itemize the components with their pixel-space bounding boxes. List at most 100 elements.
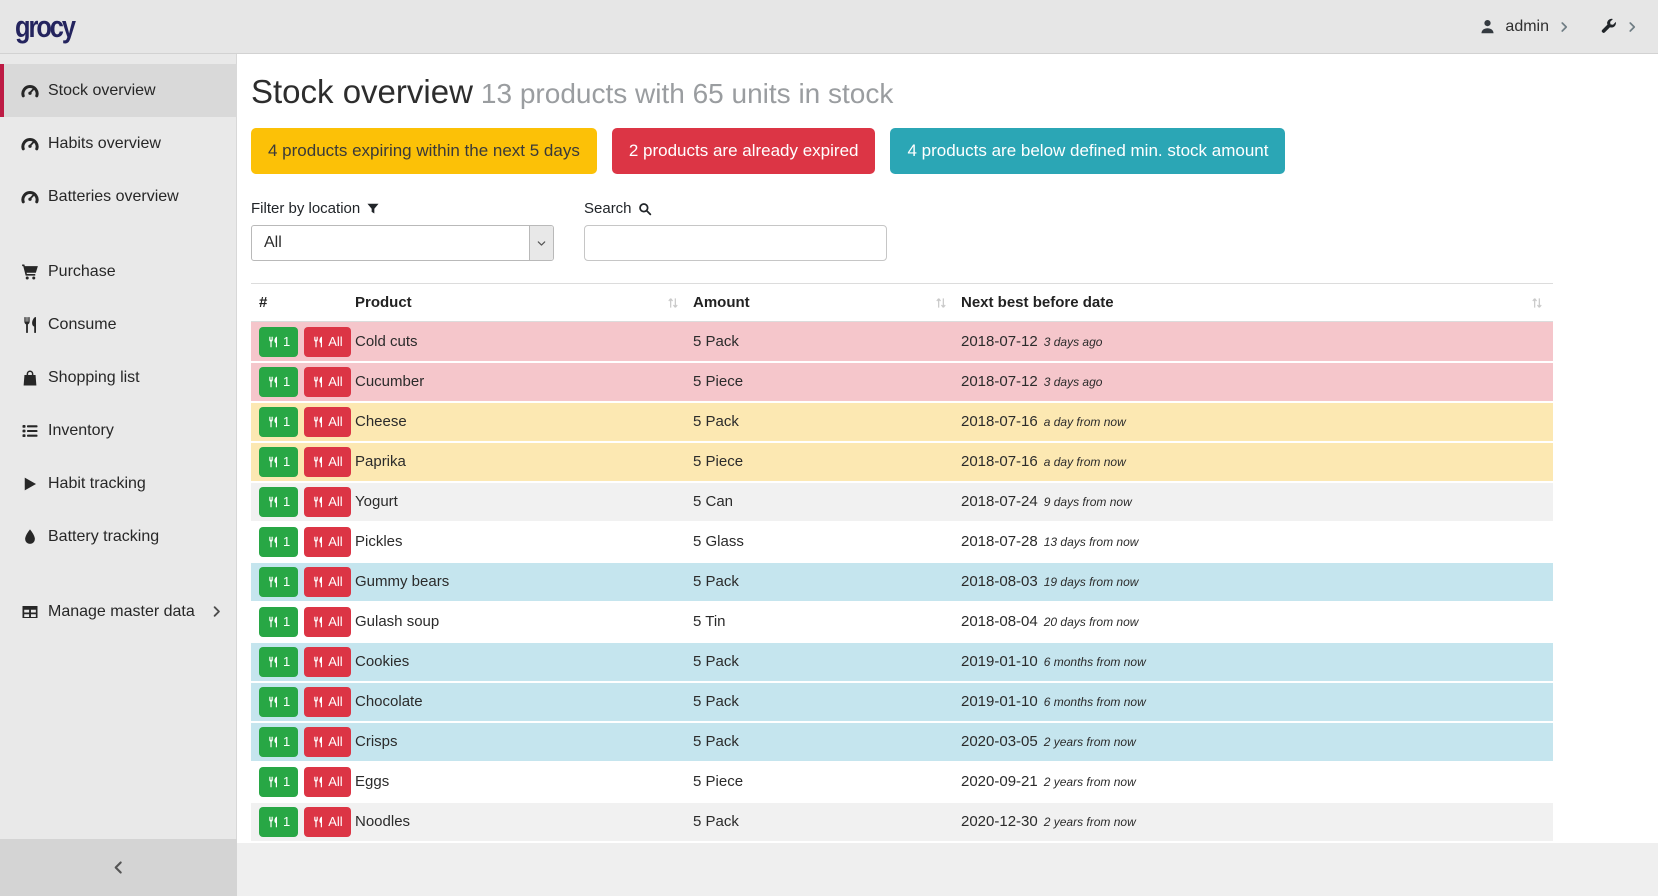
amount-cell: 5 Piece — [693, 373, 744, 391]
user-icon — [1479, 18, 1496, 35]
sidebar-item-habit-tracking[interactable]: Habit tracking — [0, 457, 237, 510]
chevron-down-icon — [536, 238, 547, 249]
consume-all-button[interactable]: All — [304, 526, 351, 557]
sidebar-item-batteries-overview[interactable]: Batteries overview — [0, 170, 237, 223]
table-row: 1 All Yogurt 5 Can 2018-07-24 9 days from… — [251, 481, 1553, 522]
consume-one-button[interactable]: 1 — [259, 526, 299, 557]
consume-all-button[interactable]: All — [304, 326, 351, 357]
select-arrow — [529, 226, 553, 261]
consume-all-button[interactable]: All — [304, 366, 351, 397]
column-header-amount[interactable]: Amount — [689, 283, 957, 323]
utensils-icon — [267, 776, 279, 788]
consume-one-button[interactable]: 1 — [259, 326, 299, 357]
consume-all-button[interactable]: All — [304, 606, 351, 637]
consume-all-button[interactable]: All — [304, 486, 351, 517]
best-before-cell: 2018-08-04 20 days from now — [961, 613, 1139, 631]
best-before-cell: 2018-08-03 19 days from now — [961, 573, 1139, 591]
table-row: 1 All Cucumber 5 Piece 2018-07-12 3 days … — [251, 361, 1553, 402]
sort-icon[interactable] — [933, 295, 949, 311]
consume-all-button[interactable]: All — [304, 806, 351, 837]
grocy-logo[interactable]: grocy — [15, 8, 76, 44]
consume-one-button[interactable]: 1 — [259, 606, 299, 637]
consume-all-button[interactable]: All — [304, 766, 351, 797]
top-navbar: grocy admin — [0, 0, 1658, 54]
consume-one-button[interactable]: 1 — [259, 566, 299, 597]
utensils-icon — [312, 376, 324, 388]
best-before-cell: 2018-07-24 9 days from now — [961, 493, 1132, 511]
amount-cell: 5 Piece — [693, 453, 744, 471]
sidebar-item-inventory[interactable]: Inventory — [0, 404, 237, 457]
sidebar-item-habits-overview[interactable]: Habits overview — [0, 117, 237, 170]
table-row: 1 All Chocolate 5 Pack 2019-01-10 6 month… — [251, 681, 1553, 722]
amount-cell: 5 Pack — [693, 333, 739, 351]
best-before-cell: 2018-07-12 3 days ago — [961, 333, 1103, 351]
utensils-icon — [312, 656, 324, 668]
consume-all-button[interactable]: All — [304, 406, 351, 437]
bag-icon — [21, 369, 39, 387]
amount-cell: 5 Pack — [693, 813, 739, 831]
consume-all-button[interactable]: All — [304, 686, 351, 717]
utensils-icon — [312, 336, 324, 348]
utensils-icon — [267, 696, 279, 708]
alert-badge[interactable]: 4 products expiring within the next 5 da… — [251, 128, 597, 175]
utensils-icon — [312, 416, 324, 428]
consume-one-button[interactable]: 1 — [259, 806, 299, 837]
sidebar-item-purchase[interactable]: Purchase — [0, 245, 237, 298]
settings-menu[interactable] — [1600, 18, 1638, 35]
consume-all-button[interactable]: All — [304, 446, 351, 477]
stock-alerts: 4 products expiring within the next 5 da… — [251, 128, 1644, 175]
stock-table: # Product Amount Next best before date — [251, 283, 1553, 843]
consume-one-button[interactable]: 1 — [259, 366, 299, 397]
table-row: 1 All Eggs 5 Piece 2020-09-21 2 years fro… — [251, 761, 1553, 802]
utensils-icon — [267, 336, 279, 348]
amount-cell: 5 Tin — [693, 613, 726, 631]
utensils-icon — [312, 816, 324, 828]
utensils-icon — [267, 816, 279, 828]
utensils-icon — [267, 536, 279, 548]
user-menu[interactable]: admin — [1479, 18, 1570, 36]
main-content: Stock overview 13 products with 65 units … — [237, 54, 1658, 896]
sidebar-item-stock-overview[interactable]: Stock overview — [0, 64, 237, 117]
utensils-icon — [267, 496, 279, 508]
table-row: 1 All Cheese 5 Pack 2018-07-16 a day from… — [251, 401, 1553, 442]
utensils-icon — [312, 496, 324, 508]
consume-one-button[interactable]: 1 — [259, 686, 299, 717]
amount-cell: 5 Piece — [693, 773, 744, 791]
best-before-cell: 2019-01-10 6 months from now — [961, 653, 1146, 671]
consume-one-button[interactable]: 1 — [259, 646, 299, 677]
consume-all-button[interactable]: All — [304, 646, 351, 677]
sidebar-item-consume[interactable]: Consume — [0, 298, 237, 351]
sort-icon[interactable] — [1529, 295, 1545, 311]
product-name: Cookies — [355, 653, 410, 671]
sidebar-item-manage-master-data[interactable]: Manage master data — [0, 585, 237, 638]
search-input[interactable] — [584, 225, 887, 262]
utensils-icon — [312, 576, 324, 588]
sort-icon[interactable] — [665, 295, 681, 311]
utensils-icon — [267, 616, 279, 628]
sidebar-item-battery-tracking[interactable]: Battery tracking — [0, 510, 237, 563]
consume-one-button[interactable]: 1 — [259, 486, 299, 517]
column-header-product[interactable]: Product — [351, 283, 689, 323]
best-before-cell: 2018-07-12 3 days ago — [961, 373, 1103, 391]
utensils-icon — [312, 776, 324, 788]
filter-icon — [366, 202, 380, 216]
alert-badge[interactable]: 4 products are below defined min. stock … — [890, 128, 1286, 175]
consume-one-button[interactable]: 1 — [259, 766, 299, 797]
product-name: Noodles — [355, 813, 411, 831]
consume-one-button[interactable]: 1 — [259, 406, 299, 437]
consume-one-button[interactable]: 1 — [259, 726, 299, 757]
sidebar-nav: Stock overview Habits overview Batteries… — [0, 54, 237, 839]
sidebar-item-shopping-list[interactable]: Shopping list — [0, 351, 237, 404]
consume-all-button[interactable]: All — [304, 726, 351, 757]
gauge-icon — [21, 135, 39, 153]
table-row: 1 All Paprika 5 Piece 2018-07-16 a day fr… — [251, 441, 1553, 482]
utensils-icon — [267, 736, 279, 748]
consume-all-button[interactable]: All — [304, 566, 351, 597]
location-filter-select[interactable]: All — [251, 225, 554, 262]
alert-badge[interactable]: 2 products are already expired — [611, 128, 876, 175]
consume-one-button[interactable]: 1 — [259, 446, 299, 477]
column-header-best-before[interactable]: Next best before date — [957, 283, 1553, 323]
amount-cell: 5 Pack — [693, 653, 739, 671]
best-before-cell: 2018-07-28 13 days from now — [961, 533, 1139, 551]
sidebar-collapse-button[interactable] — [0, 839, 237, 896]
